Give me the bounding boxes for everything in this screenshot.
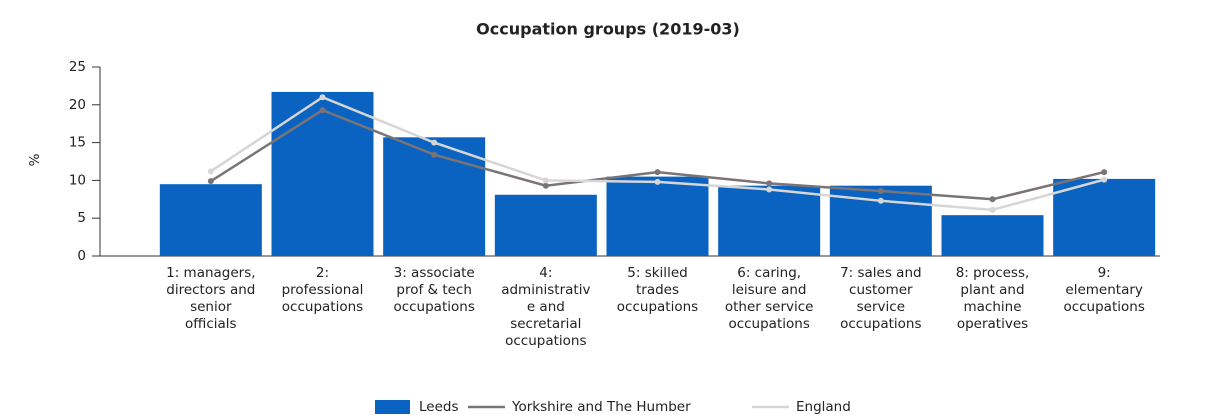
x-tick-label: trades	[636, 282, 679, 298]
y-tick-label: 10	[69, 172, 86, 188]
x-tick-label: occupations	[282, 299, 363, 315]
x-tick-label: prof & tech	[396, 282, 472, 298]
x-tick-label: professional	[282, 282, 364, 298]
x-tick-label: 6: caring,	[737, 265, 801, 281]
bar	[718, 185, 821, 256]
x-tick-label: officials	[185, 316, 237, 332]
x-tick-label: elementary	[1065, 282, 1142, 298]
point	[1101, 176, 1108, 183]
point	[431, 139, 438, 146]
x-tick-label: machine	[963, 299, 1021, 315]
x-tick-label: 8: process,	[956, 265, 1030, 281]
x-tick-label: 7: sales and	[840, 265, 922, 281]
x-tick-label: leisure and	[732, 282, 807, 298]
bar	[1053, 178, 1156, 256]
point	[319, 94, 326, 101]
y-tick-label: 0	[77, 248, 86, 264]
x-tick-label: occupations	[617, 299, 698, 315]
point	[877, 187, 884, 194]
point	[989, 206, 996, 213]
point	[877, 197, 884, 204]
x-tick-label: senior	[190, 299, 232, 315]
point	[207, 168, 214, 175]
point	[542, 182, 549, 189]
x-tick-label: administrativ	[501, 282, 590, 298]
x-tick-label: customer	[849, 282, 913, 298]
x-tick-label: occupations	[393, 299, 474, 315]
y-axis-label: %	[27, 153, 43, 166]
point	[431, 151, 438, 158]
x-tick-label: 1: managers,	[166, 265, 255, 281]
x-tick-label: 3: associate	[394, 265, 475, 281]
y-tick-label: 25	[69, 59, 86, 75]
point	[1101, 169, 1108, 176]
bar	[941, 215, 1044, 256]
point	[319, 107, 326, 114]
legend-label: England	[796, 399, 851, 415]
point	[654, 169, 661, 176]
x-tick-label: 5: skilled	[627, 265, 687, 281]
legend-label: Leeds	[419, 399, 459, 415]
x-tick-label: occupations	[505, 333, 586, 349]
x-tick-label: service	[857, 299, 905, 315]
x-tick-label: 9:	[1098, 265, 1111, 281]
x-tick-label: plant and	[960, 282, 1024, 298]
legend-label: Yorkshire and The Humber	[511, 399, 691, 415]
x-tick-label: occupations	[1063, 299, 1144, 315]
point	[654, 178, 661, 185]
point	[766, 180, 773, 187]
chart-title: Occupation groups (2019-03)	[476, 20, 740, 39]
point	[542, 177, 549, 184]
x-tick-label: 4:	[539, 265, 552, 281]
x-tick-label: secretarial	[510, 316, 581, 332]
bar	[606, 176, 709, 256]
x-tick-label: e and	[527, 299, 565, 315]
point	[766, 186, 773, 193]
x-tick-label: occupations	[840, 316, 921, 332]
x-tick-label: occupations	[728, 316, 809, 332]
x-tick-label: 2:	[316, 265, 329, 281]
bar	[271, 91, 374, 256]
point	[989, 196, 996, 203]
bar	[494, 194, 597, 256]
y-tick-label: 5	[77, 210, 86, 226]
legend-swatch	[375, 400, 410, 414]
bar	[159, 184, 262, 256]
point	[207, 178, 214, 185]
x-tick-label: other service	[725, 299, 814, 315]
y-tick-label: 20	[69, 97, 86, 113]
x-tick-label: directors and	[166, 282, 255, 298]
x-tick-label: operatives	[957, 316, 1028, 332]
y-tick-label: 15	[69, 135, 86, 151]
